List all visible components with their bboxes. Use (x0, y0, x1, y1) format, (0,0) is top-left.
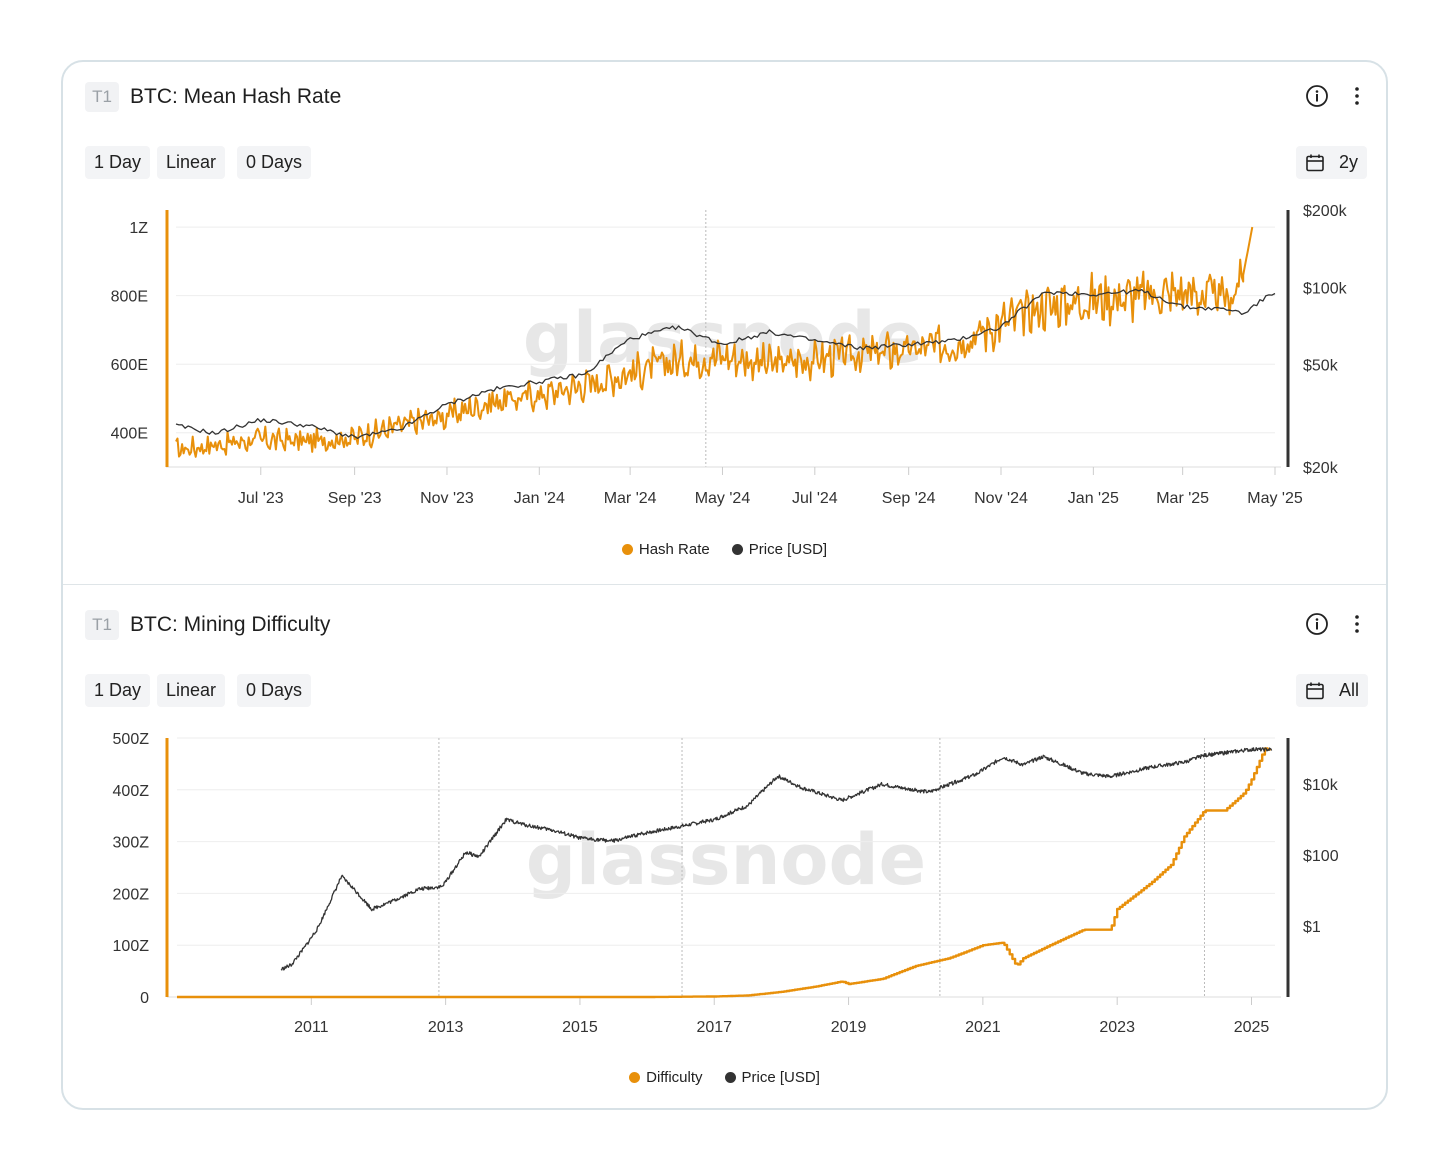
watermark: glassnode (526, 819, 926, 901)
info-icon[interactable] (1303, 610, 1331, 638)
y-right-tick-label: $200k (1303, 203, 1348, 220)
legend-label: Difficulty (646, 1069, 703, 1086)
y-right-tick-label: $100k (1303, 280, 1348, 297)
x-tick-label: May '24 (695, 490, 751, 507)
panel-badge: T1 (85, 82, 119, 112)
legend-item-difficulty[interactable]: Difficulty (629, 1069, 703, 1086)
legend-dot (629, 1072, 641, 1083)
legend-dot (731, 544, 743, 555)
legend-item-hash-rate[interactable]: Hash Rate (621, 541, 710, 558)
y-right-tick-label: $10k (1303, 777, 1339, 794)
date-range-label: All (1339, 680, 1360, 700)
info-icon[interactable] (1303, 82, 1331, 110)
y-right-tick-label: $100 (1303, 848, 1339, 865)
x-tick-label: 2015 (562, 1019, 598, 1036)
x-tick-label: Jul '23 (238, 490, 284, 507)
difficulty-panel: T1 BTC: Mining Difficulty 1 Day Linear 0… (63, 586, 1386, 1110)
date-range-label: 2y (1339, 152, 1359, 172)
legend-label: Hash Rate (638, 541, 710, 558)
y-left-tick-label: 400E (111, 426, 148, 443)
panel-badge: T1 (85, 610, 119, 640)
price-line (175, 288, 1276, 440)
y-right-tick-label: $50k (1303, 358, 1339, 375)
y-left-tick-label: 0 (140, 990, 149, 1007)
date-range-button[interactable]: All (1296, 674, 1369, 707)
legend-dot (621, 544, 633, 555)
legend-item-price[interactable]: Price [USD] (731, 541, 828, 558)
moving-average-button[interactable]: 0 Days (237, 146, 312, 179)
more-vertical-icon[interactable] (1343, 82, 1371, 110)
date-range-button[interactable]: 2y (1296, 146, 1368, 179)
x-tick-label: Sep '24 (882, 490, 936, 507)
legend-label: Price [USD] (748, 541, 828, 558)
legend-item-price[interactable]: Price [USD] (724, 1069, 820, 1086)
panel-title: BTC: Mean Hash Rate (130, 85, 342, 108)
y-right-tick-label: $20k (1303, 460, 1339, 477)
hash-rate-chart[interactable]: glassnode1Z800E600E400E$200k$100k$50k$20… (63, 202, 1388, 532)
x-tick-label: Nov '24 (974, 490, 1028, 507)
x-tick-label: Mar '25 (1156, 490, 1209, 507)
calendar-icon (1306, 682, 1324, 699)
x-tick-label: Nov '23 (420, 490, 474, 507)
y-left-tick-label: 500Z (113, 731, 150, 748)
x-tick-label: Jan '24 (514, 490, 565, 507)
y-left-tick-label: 1Z (129, 220, 148, 237)
difficulty-chart[interactable]: glassnode 500Z 400Z 300Z 200Z 100Z 0 $10k $100 $1… (63, 726, 1388, 1056)
x-tick-label: 2021 (965, 1019, 1001, 1036)
x-tick-label: 2013 (428, 1019, 464, 1036)
x-tick-label: 2023 (1099, 1019, 1135, 1036)
price-line (280, 747, 1273, 971)
scale-button[interactable]: Linear (157, 674, 226, 707)
x-tick-label: Jan '25 (1068, 490, 1119, 507)
y-left-tick-label: 300Z (113, 835, 150, 852)
difficulty-line (177, 747, 1272, 999)
y-left-tick-label: 600E (111, 357, 148, 374)
charts-card: T1 BTC: Mean Hash Rate 1 Day Linear 0 Da… (61, 60, 1388, 1110)
resolution-button[interactable]: 1 Day (85, 674, 151, 707)
calendar-icon (1306, 154, 1324, 171)
panel-divider (63, 584, 1386, 585)
x-tick-label: Sep '23 (328, 490, 382, 507)
x-tick-label: Jul '24 (792, 490, 838, 507)
chart-legend: Difficulty Price [USD] (63, 1069, 1386, 1086)
legend-dot (724, 1072, 736, 1083)
y-left-tick-label: 400Z (113, 783, 150, 800)
hash-rate-panel: T1 BTC: Mean Hash Rate 1 Day Linear 0 Da… (63, 62, 1386, 584)
x-tick-label: 2025 (1234, 1019, 1270, 1036)
moving-average-button[interactable]: 0 Days (237, 674, 312, 707)
x-tick-label: May '25 (1247, 490, 1303, 507)
x-tick-label: 2019 (831, 1019, 867, 1036)
chart-legend: Hash Rate Price [USD] (63, 541, 1386, 558)
more-vertical-icon[interactable] (1343, 610, 1371, 638)
y-left-tick-label: 100Z (113, 938, 150, 955)
resolution-button[interactable]: 1 Day (85, 146, 151, 179)
legend-label: Price [USD] (741, 1069, 820, 1086)
x-tick-label: 2017 (696, 1019, 732, 1036)
x-tick-label: 2011 (294, 1019, 329, 1036)
hash-rate-line (175, 226, 1254, 458)
y-left-tick-label: 200Z (113, 886, 150, 903)
y-right-tick-label: $1 (1303, 919, 1321, 936)
y-left-tick-label: 800E (111, 289, 148, 306)
x-tick-label: Mar '24 (604, 490, 657, 507)
scale-button[interactable]: Linear (157, 146, 226, 179)
panel-title: BTC: Mining Difficulty (130, 613, 331, 636)
